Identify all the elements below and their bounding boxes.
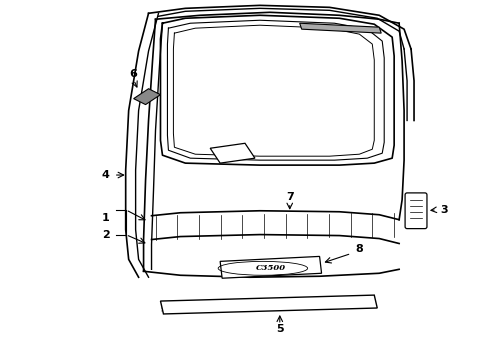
Text: 1: 1 bbox=[102, 213, 110, 223]
Polygon shape bbox=[161, 295, 377, 314]
Text: 7: 7 bbox=[286, 192, 294, 202]
Text: 3: 3 bbox=[440, 205, 448, 215]
Polygon shape bbox=[134, 89, 161, 105]
Text: 6: 6 bbox=[130, 69, 138, 79]
Text: 4: 4 bbox=[102, 170, 110, 180]
Text: 5: 5 bbox=[276, 324, 284, 334]
Text: 2: 2 bbox=[102, 230, 110, 239]
Polygon shape bbox=[210, 143, 255, 163]
Text: C3500: C3500 bbox=[256, 264, 286, 272]
Polygon shape bbox=[300, 23, 381, 33]
FancyBboxPatch shape bbox=[405, 193, 427, 229]
Text: 8: 8 bbox=[355, 244, 363, 255]
Polygon shape bbox=[220, 256, 321, 278]
